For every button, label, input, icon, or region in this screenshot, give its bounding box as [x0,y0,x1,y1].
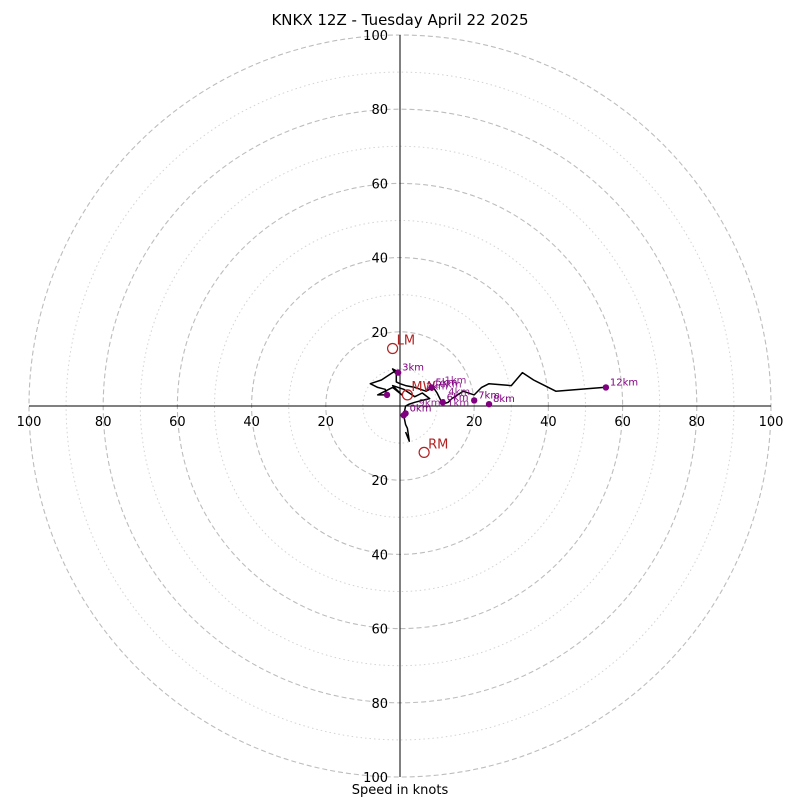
x-tick-pos-20: 20 [466,415,483,430]
y-tick-neg-100: 100 [363,771,388,786]
y-tick-pos-60: 60 [371,177,388,192]
height-point-8km [485,400,493,408]
height-label-2km: 2km [426,381,448,392]
axes [29,35,771,777]
storm-motion-label-lm: LM [397,333,415,348]
y-tick-pos-80: 80 [371,103,388,118]
height-label-11km: 11km [441,398,469,409]
storm-motion-marker-rm [418,446,430,458]
height-label-4km: 4km [448,387,470,398]
x-tick-pos-100: 100 [759,415,784,430]
y-tick-neg-40: 40 [371,548,388,563]
height-point-6km [439,399,446,406]
x-tick-neg-40: 40 [243,415,260,430]
x-tick-neg-20: 20 [318,415,335,430]
storm-motion-marker-mw [401,389,414,401]
x-tick-pos-60: 60 [614,415,631,430]
y-tick-pos-40: 40 [371,252,388,267]
storm-motion-label-rm: RM [428,437,448,452]
x-axis-label: Speed in knots [351,783,449,798]
storm-motion-marker-lm [386,342,399,355]
height-point-5km [428,384,435,391]
storm-motions: LM RM MW [386,333,448,458]
height-label-0km: 0km [410,403,432,414]
height-label-1km: 1km [445,376,467,387]
y-tick-neg-80: 80 [371,697,388,712]
x-tick-pos-40: 40 [540,415,557,430]
x-tick-neg-60: 60 [169,415,186,430]
height-point-unlabeled-7 [383,391,391,399]
height-point-unlabeled-8 [400,412,407,419]
hodograph-trace-group [369,368,605,442]
height-label-3km: 3km [402,363,424,374]
x-tick-neg-100: 100 [17,415,42,430]
x-tick-neg-80: 80 [95,415,112,430]
height-label-5km: 5km [436,377,458,388]
height-point-3km [394,369,402,376]
y-tick-neg-20: 20 [371,474,388,489]
height-label-8km: 8km [493,394,515,405]
y-tick-neg-60: 60 [371,623,388,638]
height-label-7km: 7km [478,390,500,401]
height-label-10km: 10km [433,379,461,390]
height-point-7km [471,397,478,404]
hodograph-trace [369,368,605,442]
height-label-9km: 9km [419,398,441,409]
x-tick-pos-80: 80 [689,415,706,430]
storm-motion-label-mw: MW [411,380,435,395]
y-tick-pos-20: 20 [371,326,388,341]
height-point-12km [602,384,610,391]
chart-title: KNKX 12Z - Tuesday April 22 2025 [271,11,529,29]
y-tick-pos-100: 100 [363,29,388,44]
tick-labels: 20 20 20 20 40 40 40 40 60 60 60 60 80 80 80 80 100 100 10… [17,29,784,786]
height-label-6km: 6km [447,392,469,403]
height-label-12km: 12km [610,377,638,388]
